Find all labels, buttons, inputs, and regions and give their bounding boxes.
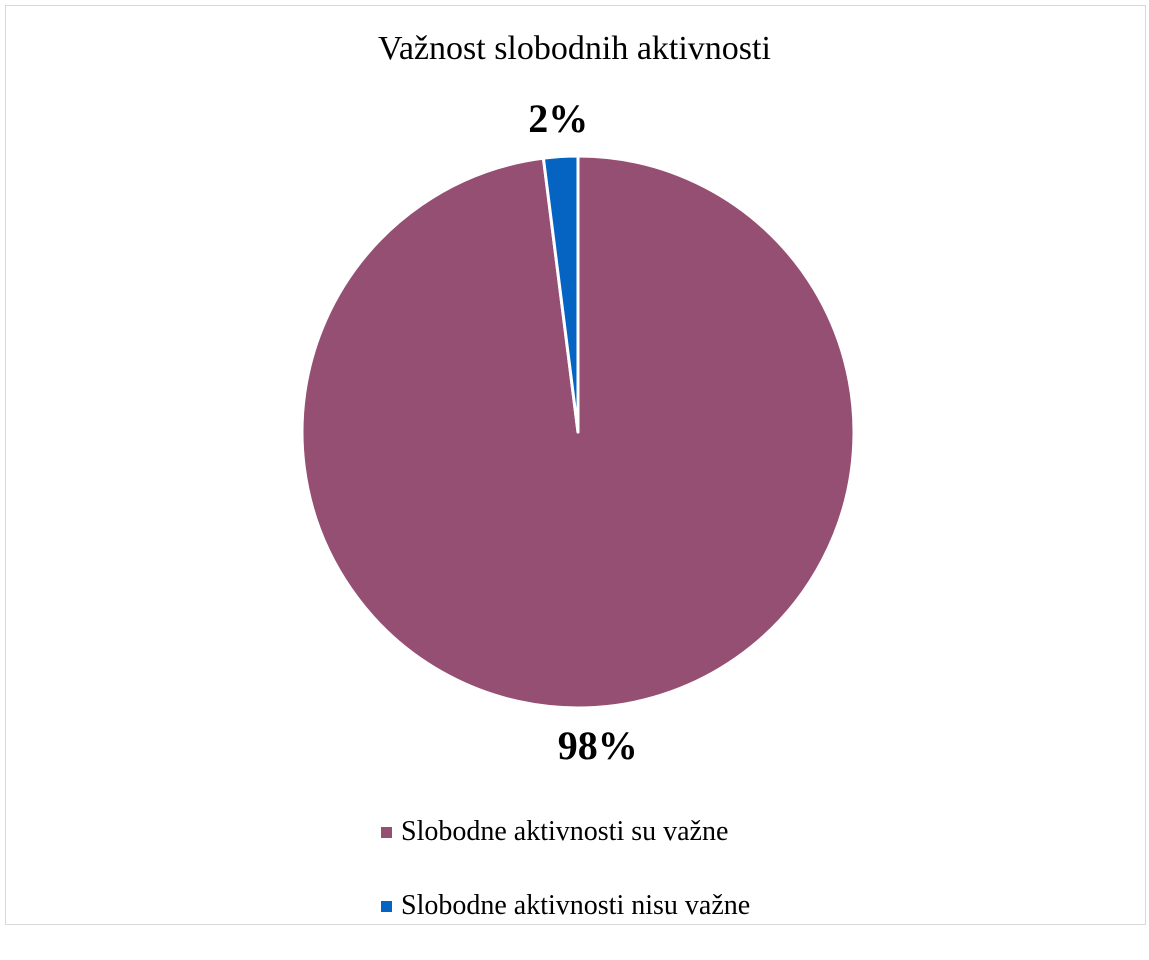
legend-swatch-su-vazne xyxy=(381,826,392,838)
data-label-su-vazne: 98% xyxy=(558,723,638,768)
pie-chart: 98% 2% xyxy=(300,96,856,768)
legend-label-su-vazne: Slobodne aktivnosti su važne xyxy=(401,816,729,847)
data-label-nisu-vazne: 2% xyxy=(528,96,588,141)
pie-slices xyxy=(300,154,856,710)
pie-data-labels: 98% 2% xyxy=(528,96,637,768)
pie-slice-nisu-vazne xyxy=(541,154,580,434)
chart-legend: Slobodne aktivnosti su važne Slobodne ak… xyxy=(381,812,750,960)
legend-item-su-vazne: Slobodne aktivnosti su važne xyxy=(381,812,750,852)
legend-item-nisu-vazne: Slobodne aktivnosti nisu važne xyxy=(381,886,750,926)
legend-label-nisu-vazne: Slobodne aktivnosti nisu važne xyxy=(401,890,751,921)
chart-title: Važnost slobodnih aktivnosti xyxy=(378,30,771,67)
legend-swatch-nisu-vazne xyxy=(381,900,392,912)
